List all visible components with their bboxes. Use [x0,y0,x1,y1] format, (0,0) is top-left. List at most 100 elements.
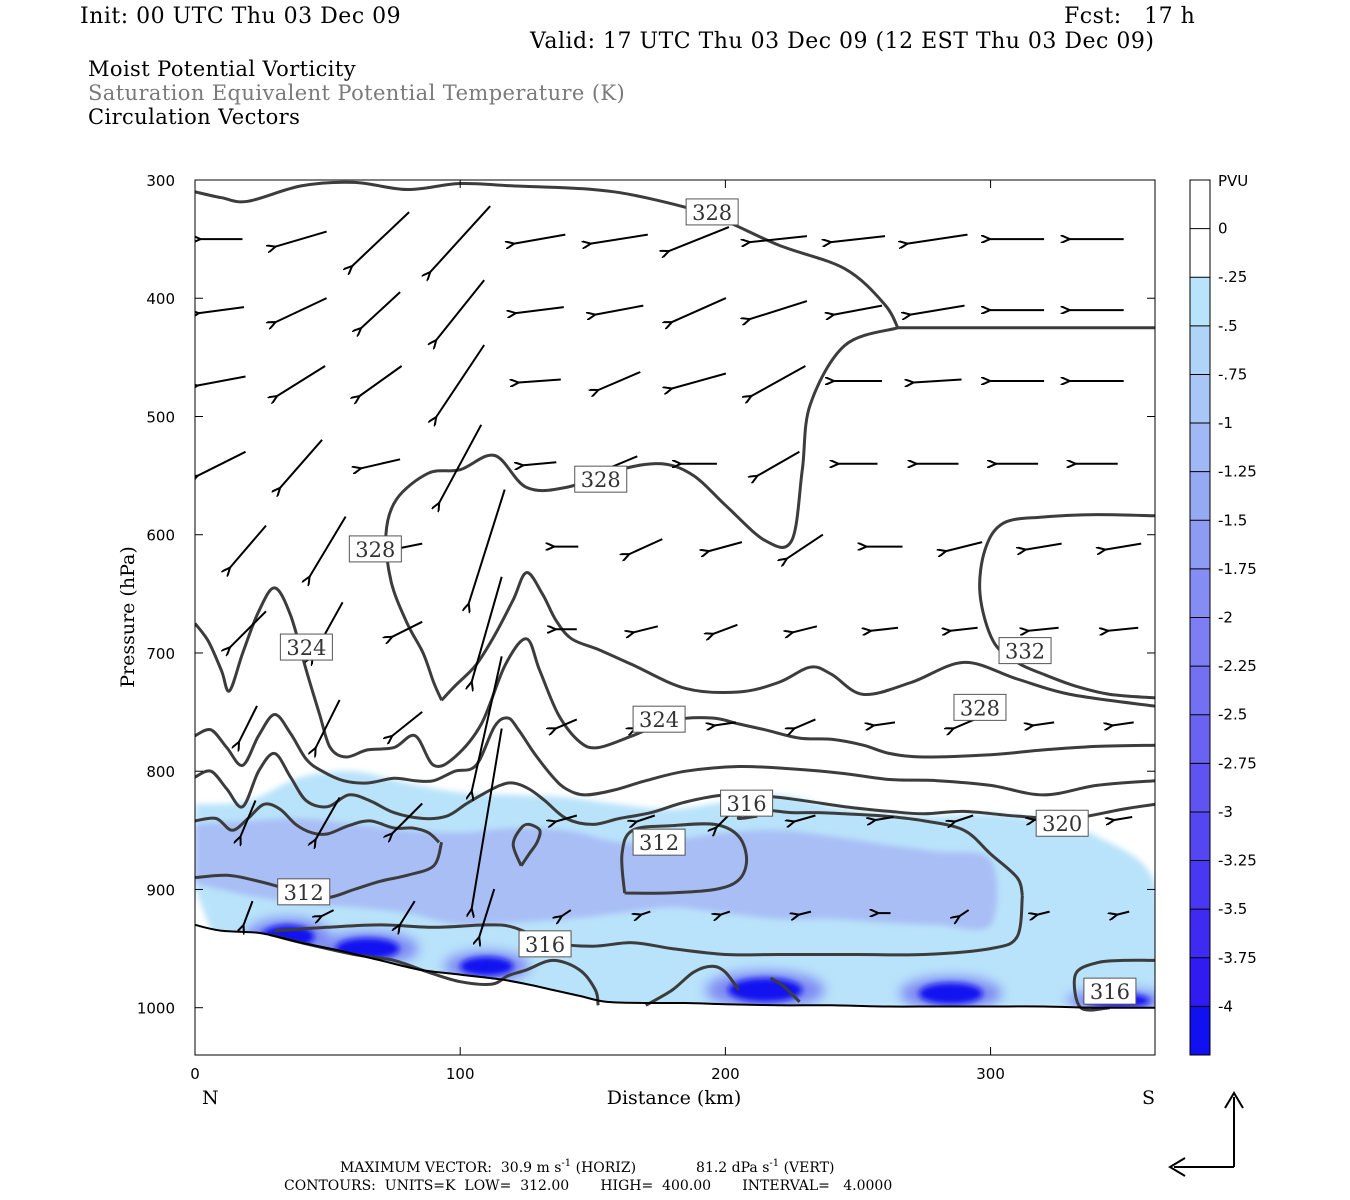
colorbar-swatch [1190,471,1210,521]
y-tick-label: 1000 [137,1000,175,1018]
circulation-vector [709,541,743,551]
circulation-vector [241,800,257,837]
circulation-vector [954,718,975,728]
south-label: S [1142,1087,1155,1109]
circulation-vector [469,489,506,604]
circulation-vector [672,372,727,389]
theta-es-contour-312 [645,964,740,1007]
circulation-vector [472,576,503,682]
contour-label-box [685,198,739,226]
circulation-vector [392,711,423,736]
circulation-vector [757,450,800,476]
circulation-vector [280,439,323,488]
colorbar-level-label: -2.25 [1218,657,1257,675]
x-axis-label: Distance (km) [607,1087,742,1109]
colorbar-swatch [1190,714,1210,764]
x-tick-label: 300 [976,1065,1005,1083]
circulation-vector [472,656,503,791]
x-tick-label: 0 [190,1065,200,1083]
circulation-vector [908,233,968,244]
colorbar-swatch [1190,277,1210,327]
valid-time: Valid: 17 UTC Thu 03 Dec 09 (12 EST Thu … [530,29,1155,54]
circulation-vector [595,304,644,315]
circulation-vector [874,721,896,725]
circulation-vector [352,211,410,266]
init-time: Init: 00 UTC Thu 03 Dec 09 [80,4,402,29]
circulation-vector [672,297,727,322]
circulation-vector [876,816,894,820]
colorbar-swatch [1190,1006,1210,1056]
title-theta-es: Saturation Equivalent Potential Temperat… [88,81,626,105]
circulation-vector [794,814,816,822]
circulation-vector [1108,628,1139,631]
y-tick-label: 600 [146,527,175,545]
circulation-vector [911,304,965,315]
contour-label: 328 [355,538,395,562]
theta-es-contour-320 [195,713,1155,797]
circulation-vector [641,910,651,915]
contour-label-box [518,930,572,958]
north-label: N [202,1087,219,1109]
circulation-vector [960,909,970,916]
colorbar-swatch [1190,617,1210,667]
theta-es-contour-312 [511,822,542,867]
colorbar-swatch [1190,811,1210,862]
pv-blob [728,978,803,1002]
colorbar-level-label: 0 [1218,220,1228,238]
circulation-vector [361,291,401,328]
colorbar-level-label: -3.75 [1218,949,1257,967]
contour-label: 324 [286,636,326,660]
colorbar-swatch [1190,374,1210,424]
colorbar-level-label: -2.75 [1218,754,1257,772]
y-tick-label: 700 [146,645,175,663]
circulation-vector-layer [198,205,1142,937]
contour-label: 328 [960,696,1000,720]
circulation-vector [516,306,564,313]
circulation-vector [834,304,883,315]
colorbar-level-label: -.25 [1218,268,1247,286]
colorbar-swatch [1190,325,1210,375]
colorbar-swatch [1190,520,1210,570]
colorbar-swatch [1190,909,1210,959]
circulation-vector [1038,910,1050,915]
contour-label-box [348,535,402,563]
contour-label: 316 [1090,980,1130,1004]
pv-blob [460,956,514,976]
theta-es-contour-layer [195,180,1155,1012]
contour-label: 328 [581,468,621,492]
colorbar-level-label: -3.25 [1218,852,1257,870]
contour-label-box [632,705,686,733]
pv-region [195,818,998,930]
contour-label: 312 [284,881,324,905]
contour-label-box [279,633,333,661]
colorbar-level-label: -.75 [1218,365,1247,383]
theta-es-contour-324 [195,586,1155,768]
circulation-vector [946,541,983,551]
theta-es-contour-328 [195,180,900,329]
colorbar-swatch [1190,860,1210,910]
circulation-vector [361,458,401,468]
colorbar-level-label: -1.25 [1218,463,1257,481]
theta-es-contour-328 [440,571,1155,708]
contour-label-box [720,789,774,817]
circulation-vector [750,235,808,242]
circulation-vector [514,233,566,244]
colorbar: 0 -.25 -.5 -.75 -1 -1.25 -1.5 -1.75 -2 -2.25 -2.5 -… [1189,179,1257,1056]
contour-label: 312 [639,831,679,855]
colorbar-level-label: -4 [1218,997,1233,1015]
circulation-vector [750,300,808,319]
axis-layer: 300 400 500 600 700 800 900 1000 0 100 200 300 [137,172,1155,1083]
circulation-vector [721,910,731,915]
circulation-vector [519,380,561,383]
circulation-vector [436,344,486,417]
colorbar-unit: PVU [1218,172,1248,190]
contour-label-box [953,693,1007,721]
theta-es-contour-316 [274,895,1024,957]
colorbar-level-label: -.5 [1218,317,1238,335]
circulation-vector [1033,721,1055,725]
contour-label: 316 [525,933,565,957]
colorbar-swatch [1190,957,1210,1007]
colorbar-swatch [1190,568,1210,618]
circulation-vector [360,365,403,396]
contour-label-layer: 328 328 328 324 332 328 324 316 320 312 312 316 316 [277,198,1137,1005]
